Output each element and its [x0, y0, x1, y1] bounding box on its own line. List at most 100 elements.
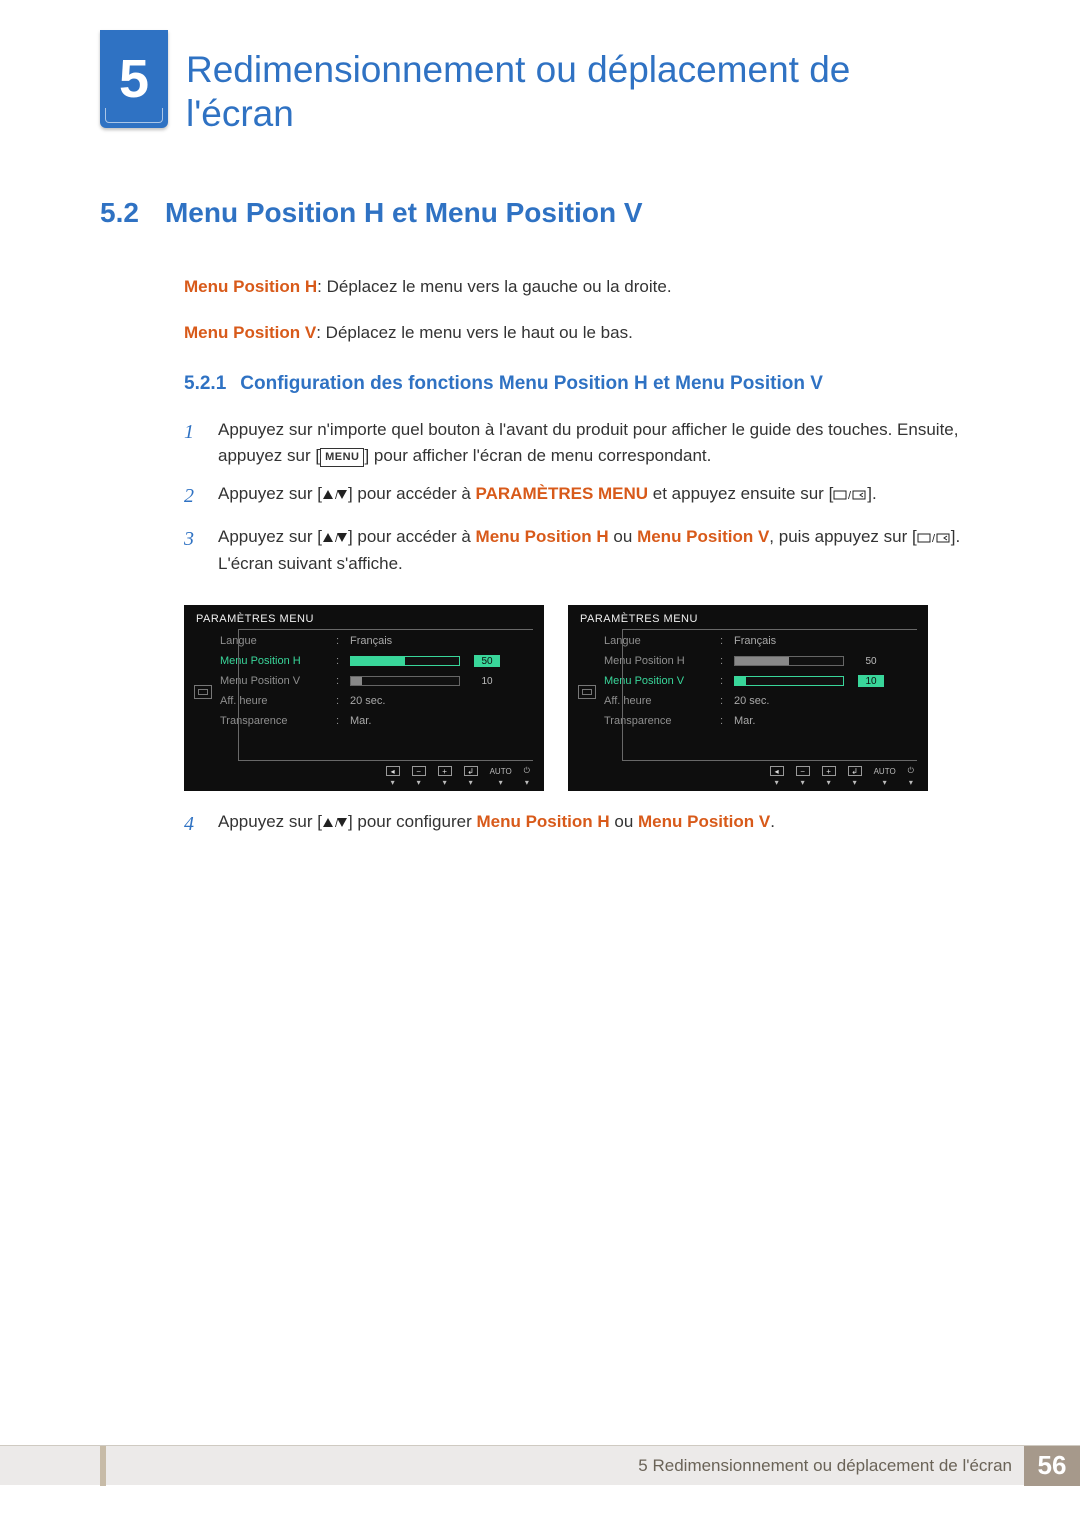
osd-category-icon	[194, 685, 212, 699]
svg-text:/: /	[848, 490, 852, 501]
osd-icon-column	[576, 631, 598, 731]
osd-slider-value: 10	[858, 675, 884, 687]
osd-slider-value: 10	[474, 675, 500, 687]
definition-h: Menu Position H: Déplacez le menu vers l…	[184, 277, 1004, 297]
step-4: 4 Appuyez sur [/] pour configurer Menu P…	[184, 809, 1004, 840]
osd-value: 20 sec.	[350, 695, 385, 707]
osd-row-menu-h: Menu Position H:50	[220, 651, 536, 671]
osd-icon-column	[192, 631, 214, 731]
step-1-text-b: ] pour afficher l'écran de menu correspo…	[364, 446, 711, 465]
osd-value: Français	[350, 635, 392, 647]
osd-label: Transparence	[604, 715, 714, 727]
step-2-em: PARAMÈTRES MENU	[476, 484, 649, 503]
select-enter-icon: /	[917, 532, 951, 544]
osd-row-aff: Aff. heure:20 sec.	[604, 691, 920, 711]
step-4-text-a: Appuyez sur [	[218, 812, 322, 831]
osd-title: PARAMÈTRES MENU	[576, 611, 920, 631]
step-4-text-b: ] pour configurer	[348, 812, 477, 831]
osd-slider-v	[734, 676, 844, 686]
osd-label: Menu Position V	[220, 675, 330, 687]
osd-label: Aff. heure	[220, 695, 330, 707]
step-2-text-a: Appuyez sur [	[218, 484, 322, 503]
back-icon: ◂▾	[386, 766, 400, 787]
step-2: 2 Appuyez sur [/] pour accéder à PARAMÈT…	[184, 481, 1004, 512]
osd-label: Menu Position V	[604, 675, 714, 687]
osd-title: PARAMÈTRES MENU	[192, 611, 536, 631]
step-3-text-c: ou	[609, 527, 637, 546]
definition-v: Menu Position V: Déplacez le menu vers l…	[184, 323, 1004, 343]
step-1-num: 1	[184, 417, 202, 470]
step-3-em-h: Menu Position H	[476, 527, 609, 546]
step-2-num: 2	[184, 481, 202, 512]
enter-icon: ↲▾	[464, 766, 478, 787]
plus-icon: +▾	[438, 766, 452, 787]
up-down-arrows-icon: /	[322, 817, 348, 829]
osd-row-langue: Langue:Français	[220, 631, 536, 651]
footer-text: 5 Redimensionnement ou déplacement de l'…	[638, 1456, 1012, 1476]
osd-row-langue: Langue:Français	[604, 631, 920, 651]
osd-value: Mar.	[734, 715, 755, 727]
osd-rows: Langue:Français Menu Position H:50 Menu …	[604, 631, 920, 731]
minus-icon: −▾	[796, 766, 810, 787]
definition-h-text: : Déplacez le menu vers la gauche ou la …	[317, 277, 671, 296]
auto-label: AUTO	[490, 767, 512, 776]
select-enter-icon: /	[833, 489, 867, 501]
step-4-text-c: ou	[610, 812, 638, 831]
menu-key-icon: MENU	[320, 448, 364, 467]
footer-accent	[100, 1446, 106, 1486]
step-3-body: Appuyez sur [/] pour accéder à Menu Posi…	[218, 524, 1004, 577]
up-down-arrows-icon: /	[322, 489, 348, 501]
definition-h-label: Menu Position H	[184, 277, 317, 296]
definition-v-text: : Déplacez le menu vers le haut ou le ba…	[316, 323, 633, 342]
osd-category-icon	[578, 685, 596, 699]
step-4-text-d: .	[770, 812, 775, 831]
osd-slider-h	[350, 656, 460, 666]
page: 5 Redimensionnement ou déplacement de l'…	[0, 0, 1080, 1527]
osd-pair: PARAMÈTRES MENU Langue:Français Menu Pos…	[184, 605, 1004, 791]
osd-value: Français	[734, 635, 776, 647]
subsection-header: 5.2.1 Configuration des fonctions Menu P…	[184, 373, 1004, 395]
osd-slider-value: 50	[858, 655, 884, 667]
osd-footer: ◂▾ −▾ +▾ ↲▾ AUTO▾ ⏻▾	[184, 766, 544, 787]
osd-row-menu-v: Menu Position V:10	[604, 671, 920, 691]
section-title: Menu Position H et Menu Position V	[165, 197, 643, 229]
step-2-text-c: et appuyez ensuite sur [	[648, 484, 833, 503]
back-icon: ◂▾	[770, 766, 784, 787]
osd-footer: ◂▾ −▾ +▾ ↲▾ AUTO▾ ⏻▾	[568, 766, 928, 787]
subsection-number: 5.2.1	[184, 373, 226, 395]
osd-label: Langue	[604, 635, 714, 647]
osd-label: Aff. heure	[604, 695, 714, 707]
minus-icon: −▾	[412, 766, 426, 787]
section-header: 5.2 Menu Position H et Menu Position V	[100, 197, 1010, 229]
osd-label: Menu Position H	[220, 655, 330, 667]
auto-icon: AUTO▾	[490, 767, 512, 787]
osd-slider-value: 50	[474, 655, 500, 667]
step-4-em-h: Menu Position H	[476, 812, 609, 831]
osd-row-menu-h: Menu Position H:50	[604, 651, 920, 671]
auto-label: AUTO	[874, 767, 896, 776]
osd-label: Langue	[220, 635, 330, 647]
step-4-body: Appuyez sur [/] pour configurer Menu Pos…	[218, 809, 1004, 840]
osd-value: Mar.	[350, 715, 371, 727]
osd-menu-v: PARAMÈTRES MENU Langue:Français Menu Pos…	[568, 605, 928, 791]
step-2-text-d: ].	[867, 484, 876, 503]
osd-slider-h	[734, 656, 844, 666]
step-1-body: Appuyez sur n'importe quel bouton à l'av…	[218, 417, 1004, 470]
body: Menu Position H: Déplacez le menu vers l…	[184, 277, 1004, 840]
section-number: 5.2	[100, 197, 139, 229]
step-4-em-v: Menu Position V	[638, 812, 770, 831]
step-2-text-b: ] pour accéder à	[348, 484, 476, 503]
osd-row-aff: Aff. heure:20 sec.	[220, 691, 536, 711]
osd-label: Menu Position H	[604, 655, 714, 667]
step-3-text-a: Appuyez sur [	[218, 527, 322, 546]
chapter-header: 5 Redimensionnement ou déplacement de l'…	[100, 30, 1010, 137]
svg-text:/: /	[932, 533, 936, 544]
plus-icon: +▾	[822, 766, 836, 787]
subsection-title: Configuration des fonctions Menu Positio…	[240, 373, 823, 395]
chapter-number-badge: 5	[100, 30, 168, 128]
step-1: 1 Appuyez sur n'importe quel bouton à l'…	[184, 417, 1004, 470]
chapter-title: Redimensionnement ou déplacement de l'éc…	[186, 30, 946, 137]
step-4-num: 4	[184, 809, 202, 840]
osd-row-menu-v: Menu Position V:10	[220, 671, 536, 691]
step-3-num: 3	[184, 524, 202, 577]
